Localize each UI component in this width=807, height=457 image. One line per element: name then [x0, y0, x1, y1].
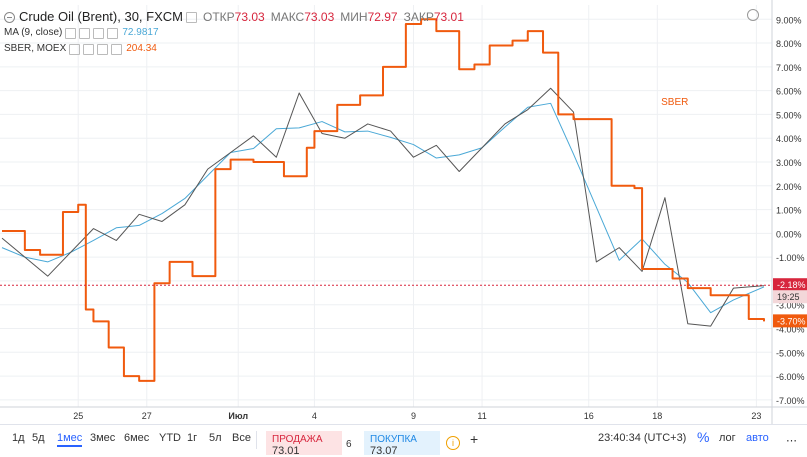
x-tick-label: 23 — [751, 411, 761, 421]
legend-main-row: Crude Oil (Brent), 30, FXCM ОТКР 73.03 МА… — [4, 9, 464, 25]
timeframe-4[interactable]: 6мес — [124, 432, 150, 444]
x-tick-label: 16 — [584, 411, 594, 421]
low-value: 72.97 — [367, 10, 398, 24]
buy-price: 73.07 — [370, 445, 398, 457]
y-tick-label: -1.00% — [776, 253, 805, 263]
ma-label[interactable]: MA (9, close) — [4, 27, 63, 38]
symbol-settings-icon[interactable] — [186, 11, 197, 23]
ma-line[interactable] — [1, 102, 765, 314]
chart-svg[interactable]: 9.00% 8.00% 7.00% 6.00% 5.00% 4.00% 3.00% 2.00%… — [0, 0, 807, 424]
brent-price-line[interactable] — [1, 87, 765, 327]
x-tick-label: Июл — [228, 411, 248, 421]
timeframe-2[interactable]: 1мес — [57, 432, 83, 447]
open-value: 73.03 — [234, 10, 265, 24]
timeframe-0[interactable]: 1д — [12, 432, 25, 444]
symbol-title[interactable]: Crude Oil (Brent), 30, FXCM — [19, 9, 183, 24]
brent-pct-badge: -2.18% — [777, 280, 806, 290]
ma-more-icon[interactable] — [107, 27, 119, 39]
timeframe-8[interactable]: Все — [232, 432, 251, 444]
chart-legend: Crude Oil (Brent), 30, FXCM ОТКР 73.03 МА… — [4, 9, 464, 57]
timeframe-3[interactable]: 3мес — [90, 432, 116, 444]
spread-value: 6 — [346, 439, 352, 450]
timeframe-6[interactable]: 1г — [187, 432, 198, 444]
ma-visibility-icon[interactable] — [65, 27, 77, 39]
y-tick-label: -7.00% — [776, 396, 805, 406]
high-value: 73.03 — [304, 10, 335, 24]
y-tick-label: 5.00% — [776, 110, 802, 120]
y-tick-label: 6.00% — [776, 87, 802, 97]
sber-series-label: SBER — [661, 97, 688, 108]
sell-button[interactable]: ПРОДАЖА 73.01 — [266, 431, 342, 457]
y-tick-label: 1.00% — [776, 206, 802, 216]
y-tick-label: 0.00% — [776, 229, 802, 239]
clock-time[interactable]: 23:40:34 (UTC+3) — [598, 432, 687, 444]
toolbar-divider — [256, 431, 257, 449]
y-tick-label: 3.00% — [776, 158, 802, 168]
x-tick-label: 11 — [477, 411, 486, 421]
x-tick-label: 4 — [312, 411, 317, 421]
countdown-badge: 19:25 — [777, 292, 800, 302]
sber-remove-icon[interactable] — [97, 43, 109, 55]
more-options-icon[interactable]: ⋯ — [786, 435, 797, 447]
sber-value: 204.34 — [126, 43, 157, 54]
high-label: МАКС — [270, 10, 305, 24]
log-scale-toggle[interactable]: лог — [719, 432, 736, 444]
y-tick-label: -3.00% — [776, 301, 805, 311]
sber-pct-badge: -3.70% — [777, 316, 806, 326]
sber-line[interactable] — [2, 18, 765, 382]
timeframe-1[interactable]: 5д — [32, 432, 45, 444]
x-tick-label: 27 — [142, 411, 152, 421]
ma-settings-icon[interactable] — [79, 27, 91, 39]
y-tick-label: 9.00% — [776, 15, 802, 25]
collapse-legend-icon[interactable] — [4, 11, 15, 23]
sber-more-icon[interactable] — [111, 43, 123, 55]
ma-value: 72.9817 — [122, 27, 159, 38]
open-label: ОТКР — [203, 10, 235, 24]
y-tick-label: -5.00% — [776, 348, 805, 358]
sber-settings-icon[interactable] — [83, 43, 95, 55]
info-icon[interactable]: i — [446, 436, 460, 450]
buy-button[interactable]: ПОКУПКА 73.07 — [364, 431, 440, 457]
close-label: ЗАКР — [403, 10, 434, 24]
y-tick-label: 8.00% — [776, 39, 802, 49]
close-value: 73.01 — [433, 10, 464, 24]
sell-label: ПРОДАЖА — [272, 434, 323, 445]
ma-remove-icon[interactable] — [93, 27, 105, 39]
auto-scale-toggle[interactable]: авто — [746, 432, 769, 444]
y-tick-label: 4.00% — [776, 134, 802, 144]
y-tick-label: -4.00% — [776, 325, 805, 335]
x-tick-label: 18 — [652, 411, 662, 421]
sber-visibility-icon[interactable] — [69, 43, 81, 55]
bottom-toolbar: ПРОДАЖА 73.01 6 ПОКУПКА 73.07 i + 23:40:… — [0, 424, 807, 457]
y-tick-label: -6.00% — [776, 372, 805, 382]
timeframe-5[interactable]: YTD — [159, 432, 181, 444]
legend-ma-row: MA (9, close) 72.9817 — [4, 25, 464, 41]
low-label: МИН — [340, 10, 368, 24]
buy-label: ПОКУПКА — [370, 434, 417, 445]
sber-pct-badge-bg — [773, 314, 807, 328]
y-tick-label: 2.00% — [776, 182, 802, 192]
sber-label[interactable]: SBER, MOEX — [4, 43, 67, 54]
plus-icon[interactable]: + — [470, 431, 479, 447]
percent-scale-toggle[interactable]: % — [697, 429, 710, 445]
brent-pct-badge-bg — [773, 278, 807, 292]
y-tick-label: 7.00% — [776, 63, 802, 73]
legend-sber-row: SBER, MOEX 204.34 — [4, 41, 464, 57]
chart-settings-icon[interactable] — [747, 9, 759, 21]
x-tick-label: 25 — [73, 411, 83, 421]
countdown-badge-bg — [773, 290, 807, 304]
timeframe-7[interactable]: 5л — [209, 432, 222, 444]
sell-price: 73.01 — [272, 445, 300, 457]
x-tick-label: 9 — [411, 411, 416, 421]
